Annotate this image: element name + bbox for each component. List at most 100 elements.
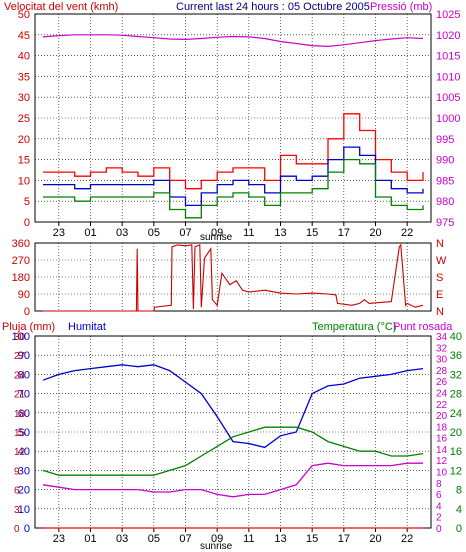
tick-label: 10 xyxy=(18,504,30,516)
tick-label: 80 xyxy=(18,369,30,381)
tick-label: 20 xyxy=(18,485,30,497)
tick-label: 36 xyxy=(450,350,462,362)
dewpoint-axis-label: Punt rosada xyxy=(393,321,453,333)
tick-label: 34 xyxy=(436,332,448,343)
tick-label: 28 xyxy=(436,366,448,377)
tick-label: 985 xyxy=(436,175,454,187)
tick-label: 0 xyxy=(14,524,20,535)
tick-label: 25 xyxy=(18,113,30,125)
x-tick-label: 07 xyxy=(179,533,191,545)
tick-label: 0 xyxy=(24,306,30,318)
sunrise-label-bottom: sunrise xyxy=(200,541,233,552)
humidity-series xyxy=(42,364,424,529)
tick-label: 16 xyxy=(436,434,448,445)
wind_direction-line xyxy=(43,243,424,312)
pressure-axis-label: Pressió (mb) xyxy=(370,1,432,13)
tick-label: 100 xyxy=(12,331,30,343)
x-tick-label: 11 xyxy=(243,533,254,545)
x-tick-label: 09 xyxy=(211,533,223,545)
dew_point-line xyxy=(42,462,423,498)
average_wind-line xyxy=(43,146,424,207)
tick-label: 8 xyxy=(436,479,442,490)
tick-label: 1025 xyxy=(436,9,460,21)
x-tick-label: 22 xyxy=(401,533,413,545)
temperature-ticks: 0 4 8 12 16 20 24 28 32 36 40 xyxy=(450,331,462,535)
tick-label: 90 xyxy=(18,289,30,301)
x-tick-label: 23 xyxy=(53,227,65,239)
tick-label: W xyxy=(436,255,447,267)
x-tick-label: 11 xyxy=(243,227,254,239)
tick-label: 35 xyxy=(18,71,30,83)
tick-label: 16 xyxy=(450,446,462,458)
tick-label: 1015 xyxy=(436,51,460,63)
tick-label: 20 xyxy=(436,411,448,422)
tick-label: N xyxy=(436,238,444,250)
x-tick-label: 03 xyxy=(116,533,128,545)
tick-label: 4 xyxy=(436,501,442,512)
humidity-temperature-panel: Pluja (mm) Humitat Temperatura (°C) Punt… xyxy=(2,321,462,552)
tick-label: 90 xyxy=(18,350,30,362)
x-tick-label: 15 xyxy=(306,227,318,239)
tick-label: 270 xyxy=(12,255,30,267)
tick-label: 9 xyxy=(14,466,20,477)
tick-label: 40 xyxy=(18,446,30,458)
direction-series xyxy=(43,243,424,312)
tick-label: 2 xyxy=(436,513,442,524)
tick-label: 12 xyxy=(450,465,462,477)
x-tick-label: 15 xyxy=(306,533,318,545)
humidity-line xyxy=(42,364,424,449)
x-tick-label: 17 xyxy=(338,533,350,545)
tick-label: 980 xyxy=(436,196,454,208)
tick-label: 6 xyxy=(436,490,442,501)
tick-label: 24 xyxy=(14,370,26,381)
tick-label: 27 xyxy=(14,351,26,362)
temperature-axis-label: Temperatura (°C) xyxy=(312,321,396,333)
direction-degree-ticks: 0 90 180 270 360 xyxy=(12,238,30,318)
x-tick-label: 13 xyxy=(274,533,286,545)
wind-pressure-panel: Velocitat del vent (kmh) Current last 24… xyxy=(4,1,460,243)
x-tick-label: 20 xyxy=(369,533,381,545)
title-line: Current last 24 hours : 05 Octubre 2005 xyxy=(176,1,370,13)
tick-label: 45 xyxy=(18,30,30,42)
x-tick-label: 20 xyxy=(369,227,381,239)
tick-label: 0 xyxy=(24,523,30,535)
tick-label: 26 xyxy=(436,377,448,388)
humidity-axis-label: Humitat xyxy=(68,321,106,333)
tick-label: 1020 xyxy=(436,30,460,42)
tick-label: 12 xyxy=(14,447,26,458)
tick-label: 360 xyxy=(12,238,30,250)
tick-label: 15 xyxy=(14,428,26,439)
rain-axis-label: Pluja (mm) xyxy=(2,321,55,333)
tick-label: 32 xyxy=(450,369,462,381)
tick-label: 32 xyxy=(436,343,448,354)
x-tick-label: 09 xyxy=(211,227,223,239)
tick-label: 4 xyxy=(456,504,462,516)
tick-label: 22 xyxy=(436,400,448,411)
tick-label: 1010 xyxy=(436,71,460,83)
tick-label: 20 xyxy=(18,134,30,146)
wind-axis-label: Velocitat del vent (kmh) xyxy=(4,1,118,13)
tick-label: 24 xyxy=(436,388,448,399)
tick-label: 60 xyxy=(18,408,30,420)
tick-label: 975 xyxy=(436,217,454,229)
tick-label: 70 xyxy=(18,389,30,401)
tick-label: 30 xyxy=(18,92,30,104)
x-tick-label: 01 xyxy=(84,227,96,239)
tick-label: 18 xyxy=(14,409,26,420)
tick-label: 990 xyxy=(436,155,454,167)
x-tick-label: 13 xyxy=(274,227,286,239)
temperature-line xyxy=(42,426,424,476)
x-tick-label: 17 xyxy=(338,227,350,239)
tick-label: 995 xyxy=(436,134,454,146)
x-tick-label: 22 xyxy=(401,227,413,239)
tick-label: 50 xyxy=(18,427,30,439)
sunrise-label-top: sunrise xyxy=(200,232,233,243)
humidity-x-ticks: 23 01 03 05 07 09 11 13 15 17 20 22 xyxy=(53,528,413,545)
tick-label: 0 xyxy=(24,217,30,229)
